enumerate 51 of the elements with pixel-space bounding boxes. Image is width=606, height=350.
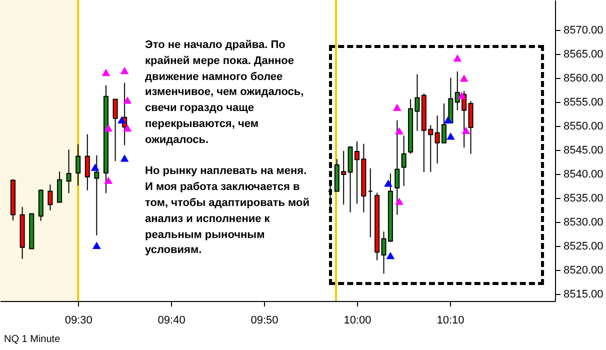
y-tick-label: 8525.00 [564,240,604,252]
point [90,164,100,171]
x-tick-label: 09:50 [250,314,278,326]
candlestick [66,149,72,194]
candlestick [448,77,454,124]
point [444,116,452,124]
x-tick-label: 10:00 [344,314,372,326]
candlestick [48,184,53,211]
candlestick [76,144,81,186]
point [453,54,462,62]
point [446,132,455,140]
candlestick [468,100,474,154]
point [92,242,101,250]
y-tick-label: 8530.00 [564,216,604,228]
y-tick-label: 8545.00 [564,144,604,157]
point [123,124,132,132]
point [457,92,466,100]
point [123,96,132,104]
point [460,74,468,82]
y-tick-label: 8565.00 [564,48,604,61]
point [395,127,404,134]
y-tick-label: 8560.00 [564,72,604,85]
point [120,66,129,74]
point [392,104,402,111]
candlestick [94,154,100,236]
candlestick [84,134,90,191]
y-tick-label: 8550.00 [564,120,604,133]
y-tick-label: 8520.00 [564,264,604,276]
text: NQ 1 Minute [4,334,60,345]
y-tick-label: 8540.00 [564,168,604,180]
x-tick-label: 09:40 [158,314,186,326]
candlestick [394,120,400,216]
x-tick-label: 09:30 [64,314,92,326]
point [462,126,470,134]
point [120,154,129,162]
y-tick-label: 8515.00 [564,288,604,300]
point [384,179,392,187]
point [102,68,110,76]
point [104,124,113,132]
text: Это не начало драйва. По крайней мере пока. Данное движение намного более изменчивое, чем ожидалось, свечи гораздо чаще перекрываются, чем ожидалось. Но рынку наплевать на меня. И моя работа заключается в том, чтобы адаптировать мой анализ и исполнение к реальным рыночным условиям. [145,39,310,256]
y-tick-label: 8570.00 [564,24,604,37]
y-tick-label: 8535.00 [564,192,604,204]
y-tick-label: 8555.00 [564,96,604,109]
point [118,116,126,124]
candlestick [57,171,62,203]
point [386,252,395,260]
candlestick [401,135,406,186]
candlestick [112,98,118,162]
point [104,176,113,184]
x-tick-label: 10:10 [436,314,464,326]
point [395,198,404,205]
